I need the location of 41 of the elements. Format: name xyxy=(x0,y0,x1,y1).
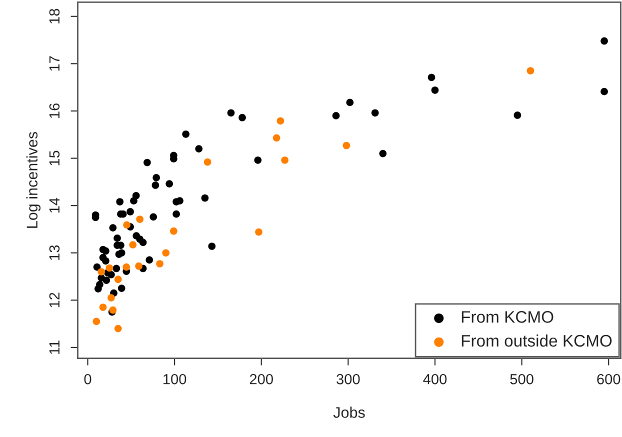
point xyxy=(108,294,115,302)
x-tick-label: 500 xyxy=(510,374,534,384)
point xyxy=(114,276,122,284)
point xyxy=(99,304,107,311)
x-tick-label: 0 xyxy=(84,374,92,384)
point xyxy=(98,268,106,276)
point xyxy=(135,262,142,270)
point xyxy=(156,260,164,268)
y-axis-title: Log incentives xyxy=(26,132,41,228)
point xyxy=(204,158,212,166)
point xyxy=(276,117,284,125)
legend-label: From KCMO xyxy=(462,311,554,323)
y-tick-label: 13 xyxy=(49,245,60,260)
y-tick-label: 17 xyxy=(49,56,60,71)
y-tick-label: 18 xyxy=(49,8,60,24)
y-tick-label: 15 xyxy=(49,150,60,166)
x-tick-label: 100 xyxy=(163,374,186,384)
point xyxy=(129,241,137,248)
point xyxy=(114,324,122,332)
y-tick-label: 16 xyxy=(49,104,60,118)
point xyxy=(272,134,280,142)
point xyxy=(92,318,100,326)
point xyxy=(136,216,144,223)
x-tick-label: 600 xyxy=(597,374,620,384)
point xyxy=(255,228,262,236)
point xyxy=(342,142,350,150)
legend-label: From outside KCMO xyxy=(462,334,612,347)
y-tick-label: 14 xyxy=(49,198,60,213)
point xyxy=(106,264,114,272)
point xyxy=(123,221,130,229)
point xyxy=(281,156,288,164)
point xyxy=(162,249,170,257)
x-tick-label: 400 xyxy=(423,374,447,384)
x-tick-label: 300 xyxy=(336,374,360,384)
y-tick-label: 12 xyxy=(49,292,60,308)
point xyxy=(122,263,130,271)
y-tick-label: 11 xyxy=(49,340,60,354)
point xyxy=(526,67,534,74)
x-axis-title: Jobs xyxy=(333,406,365,418)
x-tick-label: 200 xyxy=(250,374,273,384)
point xyxy=(170,227,178,235)
